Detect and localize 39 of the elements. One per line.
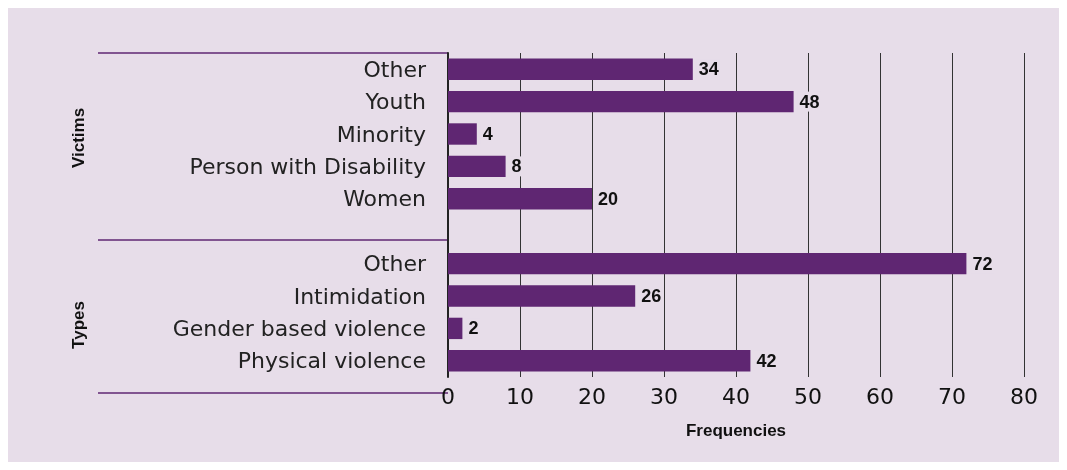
x-tick-label: 60 [866, 383, 894, 409]
bar [448, 350, 751, 372]
x-tick-label: 80 [1010, 383, 1038, 409]
y-tick-label: Physical violence [237, 348, 426, 374]
x-tick-label: 10 [506, 383, 534, 409]
bar [448, 317, 463, 340]
x-tick-label: 30 [650, 383, 678, 409]
y-tick-label: Youth [364, 89, 426, 115]
y-tick-label: Person with Disability [189, 153, 426, 179]
data-label: 48 [799, 91, 820, 112]
y-tick-label: Other [363, 251, 427, 277]
bar [448, 252, 967, 275]
x-tick-label: 50 [794, 383, 822, 409]
bar [448, 123, 477, 145]
bar [448, 58, 693, 80]
y-tick-label: Minority [336, 121, 426, 147]
x-tick-label: 0 [441, 383, 455, 409]
x-tick-label: 70 [938, 383, 966, 409]
x-axis-title: Frequencies [685, 421, 787, 440]
data-label: 72 [972, 253, 993, 274]
x-tick-label: 20 [578, 383, 606, 409]
x-tick-label: 40 [722, 383, 750, 409]
data-label: 20 [598, 188, 619, 209]
data-label: 34 [698, 59, 719, 80]
bar [448, 285, 636, 307]
y-tick-label: Gender based violence [172, 315, 426, 341]
text: Victims [68, 107, 88, 169]
y-tick-label: Women [343, 186, 426, 212]
y-tick-label: Intimidation [293, 283, 426, 309]
data-label: 4 [482, 124, 493, 144]
y-tick-label: Other [363, 56, 427, 82]
bar [448, 155, 506, 178]
data-label: 8 [511, 156, 522, 177]
data-label: 42 [756, 350, 777, 371]
bar [448, 90, 794, 113]
data-label: 26 [641, 286, 662, 306]
text: Types [68, 301, 88, 349]
data-label: 2 [468, 318, 479, 339]
bar [448, 188, 592, 210]
